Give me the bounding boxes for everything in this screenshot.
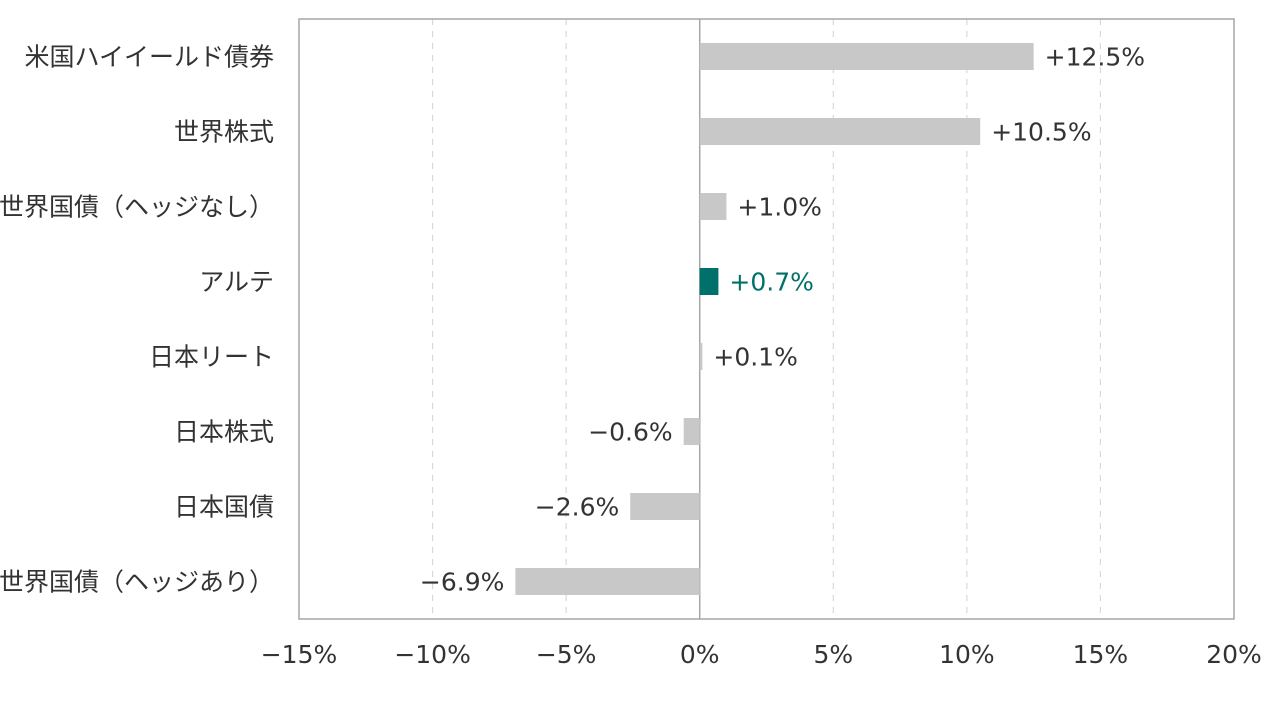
x-tick-label: 0% [680,640,720,669]
x-tick-label: −5% [536,640,597,669]
value-label: +0.1% [713,343,797,372]
x-tick-label: −10% [394,640,471,669]
value-label: −0.6% [588,418,672,447]
x-tick-label: 10% [939,640,995,669]
grid-layer [431,19,1102,619]
bar [699,118,981,145]
value-label: +12.5% [1045,43,1145,72]
bar [699,268,719,295]
bar [630,493,700,520]
category-label: アルテ [199,268,274,297]
x-tick-label: 15% [1073,640,1129,669]
x-tick-label: −15% [261,640,338,669]
category-label: 世界国債（ヘッジなし） [0,193,274,222]
value-label: −6.9% [420,568,504,597]
value-label: −2.6% [535,493,619,522]
bar [699,193,727,220]
bar-layer [515,43,1034,595]
category-label: 米国ハイイールド債券 [24,43,274,72]
category-label: 日本国債 [174,493,274,522]
value-label: +0.7% [729,268,813,297]
plot-frame [298,18,1235,620]
x-tick-label: 20% [1206,640,1262,669]
bar [699,343,703,370]
category-label: 日本株式 [174,418,274,447]
bar [699,43,1034,70]
category-label: 世界株式 [174,118,274,147]
value-label: +1.0% [737,193,821,222]
bar [515,568,700,595]
value-label: +10.5% [991,118,1091,147]
bar [683,418,700,445]
category-label: 世界国債（ヘッジあり） [0,568,274,597]
category-label: 日本リート [149,343,274,372]
label-layer: 米国ハイイールド債券 +12.5% 世界株式 +10.5% 世界国債（ヘッジなし） +1.… [0,43,1145,597]
tick-layer: −15% −10% −5% 0% 5% 10% 15% 20% [261,640,1262,669]
x-tick-label: 5% [813,640,853,669]
